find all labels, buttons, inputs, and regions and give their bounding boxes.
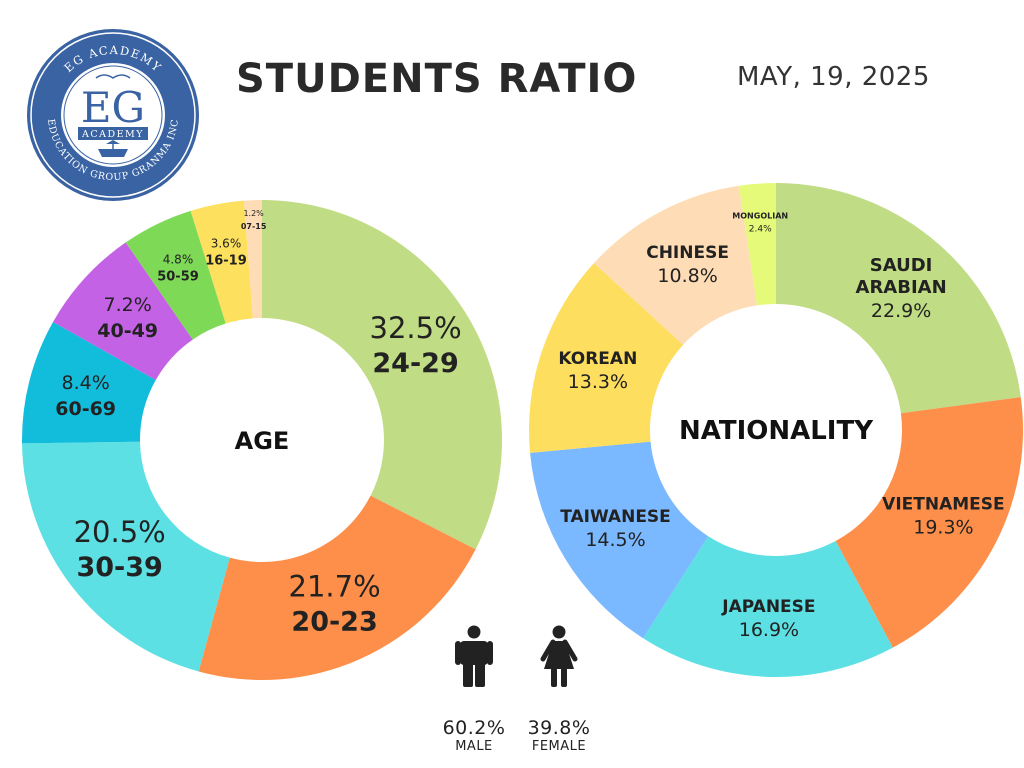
male-label: MALE: [455, 739, 493, 754]
report-date: MAY, 19, 2025: [737, 62, 930, 92]
eg-academy-logo: EG ACADEMY EDUCATION GROUP GRANMA INC EG…: [27, 29, 199, 201]
slice-vietnamese: [835, 397, 1023, 648]
slice-value-japanese: 16.9%: [739, 619, 799, 641]
age-donut-chart: 32.5%24-29 21.7%20-23 20.5%30-39 8.4% 60-69 7…: [22, 200, 503, 680]
slice-value-mongolian: 2.4%: [749, 225, 772, 235]
slice-taiwanese: [530, 441, 709, 639]
slice-value-20-23: 21.7%: [289, 570, 381, 604]
slice-label-taiwanese: TAIWANESE: [560, 507, 671, 527]
center-label: NATIONALITY: [679, 416, 874, 446]
slice-value-40-49: 7.2%: [104, 294, 152, 316]
slice-label-24-29: 24-29: [372, 348, 458, 379]
svg-text:ACADEMY: ACADEMY: [81, 129, 144, 140]
slice-label-07-15: 07-15: [241, 222, 267, 231]
slice-value-saudi-arabian: 22.9%: [871, 300, 931, 322]
slice-label-60-69: 60-69: [55, 398, 116, 420]
slice-label-chinese: CHINESE: [646, 243, 729, 263]
slice-label-40-49: 40-49: [97, 320, 158, 342]
slice-japanese: [643, 536, 893, 677]
slice-24-29: [262, 200, 503, 550]
slice-label-korean: KOREAN: [558, 349, 637, 369]
page-title: STUDENTS RATIO: [236, 56, 638, 102]
female-stat: 39.8% FEMALE: [519, 625, 599, 754]
male-percent: 60.2%: [442, 717, 506, 739]
slice-mongolian: [738, 183, 776, 306]
slice-value-50-59: 4.8%: [163, 252, 194, 266]
slice-label-mongolian: MONGOLIAN: [732, 212, 788, 221]
slice-value-vietnamese: 19.3%: [913, 517, 973, 539]
slice-chinese: [593, 185, 758, 345]
slice-60-69: [22, 321, 156, 444]
slice-value-30-39: 20.5%: [74, 515, 166, 549]
slice-value-60-69: 8.4%: [62, 372, 110, 394]
female-percent: 39.8%: [527, 717, 591, 739]
slice-value-16-19: 3.6%: [211, 236, 242, 250]
slice-value-chinese: 10.8%: [657, 265, 717, 287]
slice-50-59: [125, 210, 226, 340]
male-stat: 60.2% MALE: [434, 625, 514, 754]
slice-16-19: [190, 200, 253, 324]
slice-40-49: [53, 242, 193, 380]
male-person-icon: [455, 625, 493, 687]
slice-label-vietnamese: VIETNAMESE: [882, 495, 1004, 515]
slice-label-line2-saudi-arabian: ARABIAN: [856, 277, 947, 298]
slice-20-23: [198, 495, 476, 680]
slice-label-line1-saudi-arabian: SAUDI: [870, 255, 933, 276]
female-label: FEMALE: [531, 739, 587, 754]
slice-label-japanese: JAPANESE: [721, 597, 815, 617]
slice-label-20-23: 20-23: [291, 607, 377, 638]
slice-value-korean: 13.3%: [568, 371, 628, 393]
center-label: AGE: [235, 427, 290, 455]
slice-saudi-arabian: [776, 183, 1021, 414]
svg-text:EG: EG: [81, 83, 145, 132]
slice-07-15: [243, 200, 262, 319]
slice-value-07-15: 1.2%: [243, 209, 264, 218]
slice-label-50-59: 50-59: [157, 269, 199, 284]
slice-label-16-19: 16-19: [205, 253, 247, 268]
slice-30-39: [22, 441, 230, 672]
slice-label-30-39: 30-39: [76, 552, 162, 583]
female-person-icon: [540, 625, 578, 687]
slice-value-taiwanese: 14.5%: [585, 529, 645, 551]
slice-korean: [529, 263, 684, 453]
slice-value-24-29: 32.5%: [370, 311, 462, 345]
